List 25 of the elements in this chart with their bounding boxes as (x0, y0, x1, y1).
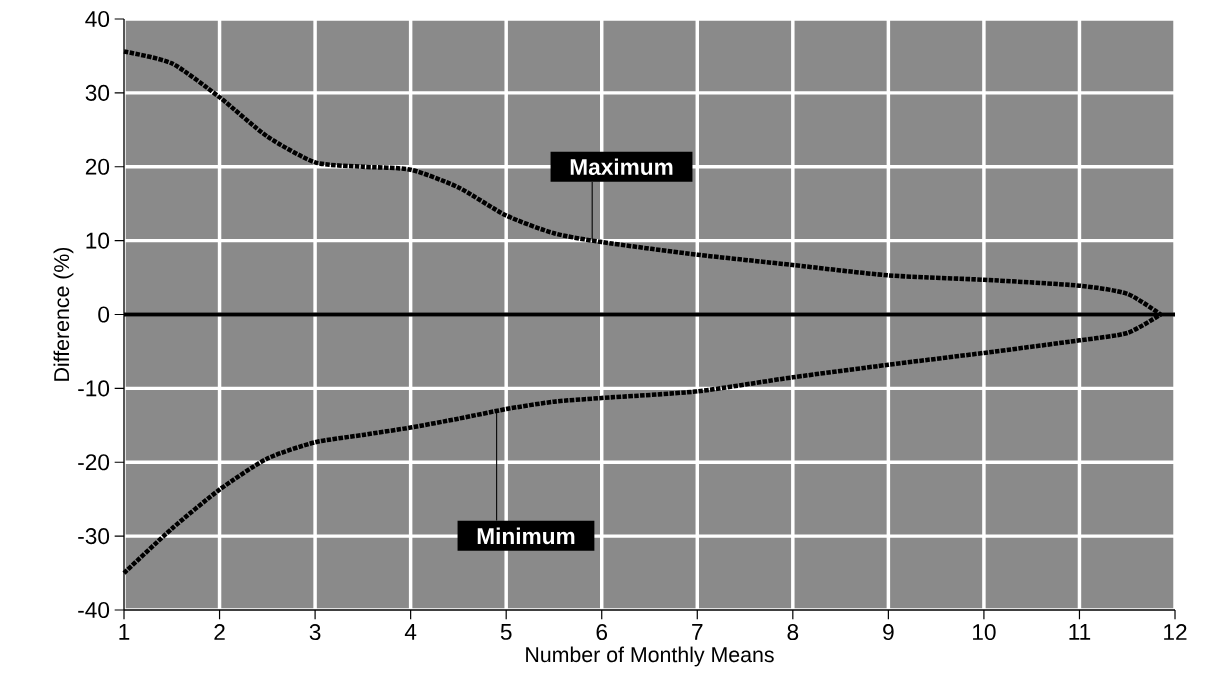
x-tick-label: 6 (596, 624, 608, 641)
y-tick-label: 10 (86, 232, 110, 249)
x-axis-title: Number of Monthly Means (526, 646, 774, 667)
y-tick-label: -10 (78, 380, 110, 397)
x-tick-label: 1 (119, 624, 130, 640)
x-tick-label: 7 (692, 624, 703, 640)
y-tick-label: 0 (98, 306, 110, 323)
x-tick-label: 12 (1164, 624, 1187, 640)
y-axis-title: Difference (%) (53, 247, 74, 381)
annotation: Maximum (570, 158, 673, 176)
y-tick-label: -20 (78, 454, 110, 471)
x-tick-label: 10 (973, 624, 996, 641)
y-tick-label: -40 (78, 601, 110, 619)
x-tick-label: 9 (883, 624, 894, 641)
x-tick-label: 3 (309, 624, 321, 641)
x-tick-label: 11 (1069, 624, 1091, 640)
annotation: Minimum (477, 527, 575, 545)
y-tick-label: 30 (85, 84, 110, 101)
y-tick-label: -30 (78, 528, 110, 545)
x-tick-label: 8 (787, 624, 799, 641)
y-tick-label: 40 (85, 10, 110, 28)
x-tick-label: 5 (500, 624, 512, 640)
x-tick-label: 2 (214, 624, 225, 640)
y-tick-label: 20 (85, 158, 110, 175)
x-tick-label: 4 (404, 624, 417, 640)
